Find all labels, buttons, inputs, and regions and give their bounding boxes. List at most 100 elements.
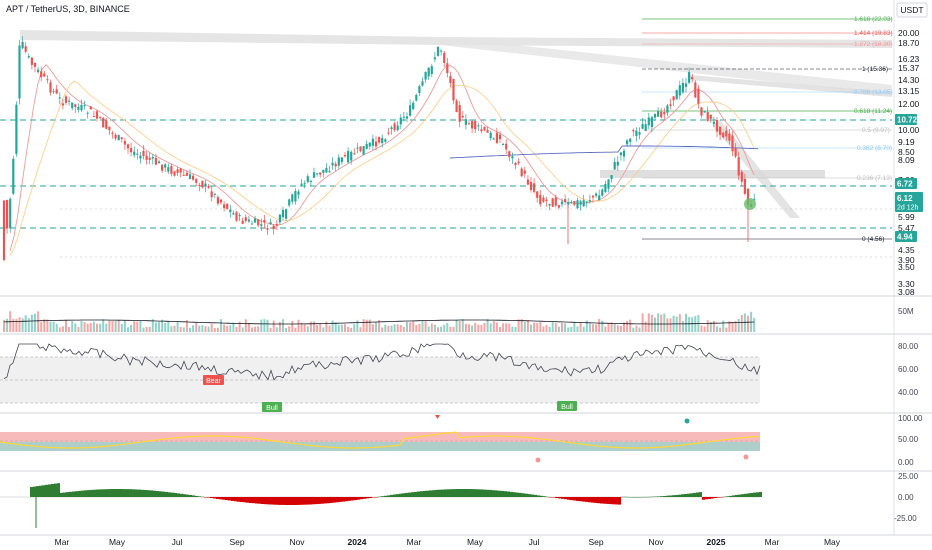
stoch-line	[0, 431, 761, 449]
volume-ma	[3, 319, 755, 325]
momentum-bar	[459, 489, 462, 497]
volume-bar	[399, 325, 402, 332]
svg-text:2d 12h: 2d 12h	[897, 205, 919, 212]
momentum-bar	[708, 497, 711, 499]
volume-bar	[505, 323, 508, 332]
candle	[734, 147, 737, 157]
candle	[533, 183, 536, 192]
momentum-axis-label: 0.00	[898, 493, 914, 502]
momentum-bar	[666, 495, 669, 497]
volume-bar	[309, 321, 312, 332]
volume-bar	[592, 324, 594, 332]
stoch-axis-label: 100.00	[898, 414, 923, 423]
candle	[312, 172, 316, 178]
momentum-bar	[465, 489, 468, 497]
momentum-bar	[717, 497, 720, 498]
symbol-title[interactable]: APT / TetherUS, 3D, BINANCE	[6, 4, 130, 14]
band	[690, 75, 892, 97]
candle	[347, 150, 350, 163]
candle	[55, 89, 58, 94]
candle	[712, 121, 715, 124]
candle	[576, 200, 579, 209]
volume-bar	[331, 320, 334, 332]
time-axis[interactable]: Mar May Jul Sep Nov 2024 Mar May Jul Sep Nov 2025 Ma…	[55, 537, 841, 547]
candle	[201, 180, 204, 188]
volume-bar	[251, 327, 253, 332]
momentum-bar	[516, 492, 519, 497]
volume-bar	[492, 321, 495, 332]
volume-bar	[18, 317, 21, 332]
volume-bar	[378, 320, 381, 332]
fib-label: 0.618 (11.24)	[854, 108, 892, 115]
volume-bar	[567, 327, 570, 332]
volume-bar	[362, 319, 365, 332]
volume-bar	[623, 322, 625, 332]
momentum-bar	[180, 493, 183, 497]
candle	[325, 167, 328, 173]
candle	[216, 197, 219, 204]
candle	[353, 153, 356, 155]
volume-bar	[71, 321, 74, 332]
candle	[368, 142, 371, 147]
volume-bar	[49, 321, 52, 332]
momentum-bar	[45, 484, 48, 497]
candle	[554, 197, 557, 206]
volume-bar	[319, 323, 322, 332]
volume-bar	[291, 320, 294, 332]
momentum-bar	[255, 497, 258, 504]
current-price-tag: 6.12 2d 12h	[895, 192, 923, 212]
volume-bar	[480, 324, 483, 332]
momentum-bar	[477, 489, 480, 497]
momentum-bar	[591, 497, 594, 503]
fib-retracement[interactable]: 1.618 (22.03) 1.414 (19.83) 1.272 (18.30…	[642, 16, 893, 243]
candle	[319, 172, 322, 175]
momentum-bar	[219, 497, 222, 500]
volume-bar	[387, 325, 390, 332]
momentum-bar	[36, 486, 39, 497]
candle	[511, 156, 514, 159]
candle	[123, 140, 126, 145]
candle	[176, 169, 179, 173]
candle	[294, 191, 297, 202]
volume-bar	[300, 322, 303, 332]
momentum-bar	[462, 489, 465, 497]
volume-bar	[195, 322, 198, 332]
momentum-bar	[405, 492, 408, 497]
volume-bar	[52, 321, 55, 332]
candle	[508, 151, 511, 157]
candle	[412, 102, 415, 110]
momentum-bar	[723, 496, 726, 498]
bull-label: Bull	[262, 402, 282, 412]
momentum-bar	[279, 497, 282, 505]
candle	[244, 217, 247, 221]
momentum-bar	[246, 497, 249, 503]
momentum-bar	[63, 492, 66, 497]
volume-bar	[105, 323, 108, 332]
momentum-bar	[438, 489, 441, 497]
momentum-bar	[534, 494, 537, 497]
momentum-bar	[249, 497, 252, 503]
momentum-bar	[621, 496, 624, 498]
support-levels	[0, 119, 892, 258]
momentum-bar	[450, 489, 453, 497]
volume-bar	[37, 311, 40, 332]
momentum-bar	[474, 489, 477, 497]
momentum-bar	[525, 493, 528, 497]
candle	[204, 183, 207, 187]
candle	[464, 119, 467, 125]
fib-label: 0.5 (9.97)	[862, 127, 890, 134]
volume-bar	[536, 323, 539, 332]
volume-bar	[179, 327, 182, 332]
volume-bar	[557, 326, 560, 332]
volume-bar	[626, 320, 629, 332]
momentum-bar	[624, 496, 627, 498]
volume-bar	[247, 322, 250, 332]
price-axis-label: 12.00	[898, 99, 920, 109]
candle	[105, 120, 108, 129]
volume-bar	[703, 326, 706, 332]
currency-button[interactable]	[896, 2, 928, 18]
momentum-bar	[690, 493, 693, 497]
volume-bar	[43, 319, 46, 332]
candle	[170, 165, 173, 174]
